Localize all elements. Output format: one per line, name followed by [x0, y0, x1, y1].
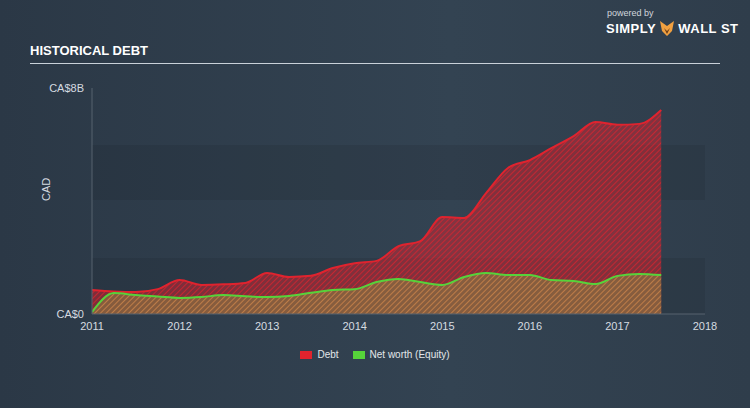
- html-text:Debt: Debt: [317, 349, 339, 360]
- svg-text:2015: 2015: [430, 320, 454, 332]
- svg-text:2014: 2014: [342, 320, 366, 332]
- html-text:SIMPLY: SIMPLY: [606, 20, 657, 36]
- svg-text:2018: 2018: [693, 320, 717, 332]
- svg-text:2017: 2017: [605, 320, 629, 332]
- html-text:HISTORICAL DEBT: HISTORICAL DEBT: [30, 43, 148, 58]
- svg-text:2011: 2011: [80, 320, 104, 332]
- html-text:Net worth (Equity): Net worth (Equity): [369, 349, 450, 360]
- svg-text:2016: 2016: [518, 320, 542, 332]
- svg-text:CAD: CAD: [40, 178, 52, 201]
- svg-text:CA$8B: CA$8B: [49, 82, 84, 94]
- svg-text:2013: 2013: [255, 320, 279, 332]
- html-text:WALL ST: WALL ST: [678, 20, 739, 36]
- svg-text:2012: 2012: [167, 320, 191, 332]
- html-text:powered by: powered by: [607, 8, 654, 18]
- svg-text:CA$0: CA$0: [56, 308, 84, 320]
